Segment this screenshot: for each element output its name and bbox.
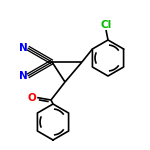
- Text: Cl: Cl: [100, 20, 112, 30]
- Text: N: N: [19, 71, 28, 81]
- Text: O: O: [28, 93, 37, 103]
- Text: N: N: [19, 43, 28, 53]
